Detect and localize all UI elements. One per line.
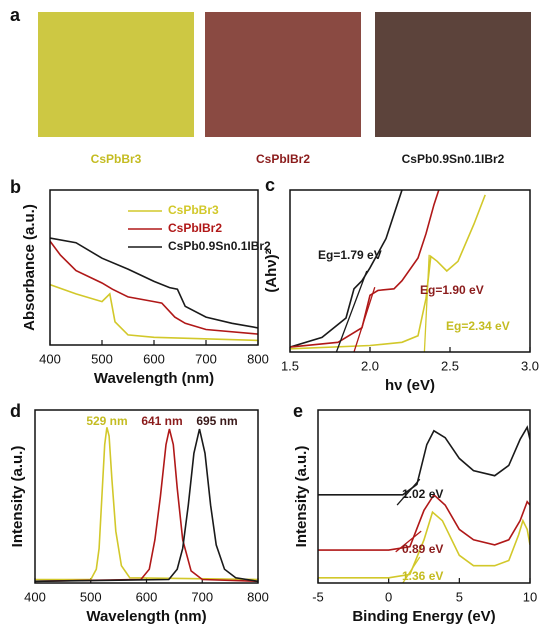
annotation: 0.89 eV <box>402 542 443 556</box>
x-tick-label: 600 <box>143 351 165 366</box>
spectrum-line <box>35 428 258 583</box>
x-tick-label: 700 <box>191 589 213 604</box>
fit-line <box>335 270 368 352</box>
x-axis-label: Wavelength (nm) <box>94 370 214 387</box>
annotation: Eg=1.90 eV <box>420 283 484 297</box>
axes-frame <box>49 189 259 346</box>
x-tick-label: 400 <box>24 589 46 604</box>
x-tick-label: 2.0 <box>361 358 379 373</box>
x-tick-label: 5 <box>456 589 463 604</box>
annotation: 1.36 eV <box>402 569 443 583</box>
x-tick-label: 10 <box>523 589 537 604</box>
spectrum-line <box>290 194 486 350</box>
x-axis-label: hν (eV) <box>385 377 435 394</box>
annotation: Eg=1.79 eV <box>318 248 382 262</box>
spectrum-line <box>35 427 258 581</box>
plot-area <box>35 427 258 583</box>
spectrum-line <box>318 425 530 496</box>
annotation: 529 nm <box>86 414 127 428</box>
photo-swatch <box>375 12 531 137</box>
panel-label: b <box>10 177 21 197</box>
panel-label: d <box>10 401 21 421</box>
panel-label: a <box>10 5 21 25</box>
x-tick-label: -5 <box>312 589 324 604</box>
annotation: 641 nm <box>141 414 182 428</box>
fit-line <box>402 556 421 583</box>
x-tick-label: 500 <box>80 589 102 604</box>
sample-label: CsPb0.9Sn0.1IBr2 <box>402 152 505 166</box>
sample-label: CsPbBr3 <box>91 152 142 166</box>
y-axis-label: Absorbance (a.u.) <box>21 204 38 331</box>
legend-label: CsPb0.9Sn0.1IBr2 <box>168 239 271 253</box>
fit-line <box>395 530 422 553</box>
plot-area <box>318 425 530 583</box>
x-tick-label: 600 <box>136 589 158 604</box>
spectrum-line <box>35 428 258 583</box>
axes-frame <box>317 409 531 584</box>
x-tick-label: 0 <box>385 589 392 604</box>
spectrum-line <box>50 240 258 335</box>
axes-frame <box>289 189 531 353</box>
fit-line <box>353 287 376 352</box>
x-tick-label: 400 <box>39 351 61 366</box>
x-tick-label: 500 <box>91 351 113 366</box>
x-tick-label: 2.5 <box>441 358 459 373</box>
annotation: Eg=2.34 eV <box>446 319 510 333</box>
spectrum-line <box>290 190 403 348</box>
annotation: 1.02 eV <box>402 487 443 501</box>
x-tick-label: 700 <box>195 351 217 366</box>
x-tick-label: 800 <box>247 351 269 366</box>
panel-label: e <box>293 401 303 421</box>
photo-swatch <box>205 12 361 137</box>
x-tick-label: 1.5 <box>281 358 299 373</box>
sample-label: CsPbIBr2 <box>256 152 310 166</box>
axes-frame <box>34 409 259 584</box>
x-tick-label: 800 <box>247 589 269 604</box>
y-axis-label: Intensity (a.u.) <box>9 446 26 548</box>
annotation: 695 nm <box>196 414 237 428</box>
spectrum-line <box>50 237 258 329</box>
legend-label: CsPbIBr2 <box>168 221 222 235</box>
panel-label: c <box>265 175 275 195</box>
plot-area <box>50 237 258 342</box>
x-tick-label: 3.0 <box>521 358 539 373</box>
y-axis-label: Intensity (a.u.) <box>293 446 310 548</box>
plot-area <box>290 190 486 352</box>
spectrum-line <box>290 190 440 348</box>
fit-line <box>423 254 430 352</box>
x-axis-label: Wavelength (nm) <box>86 608 206 625</box>
y-axis-label: (Ahν)² <box>263 249 280 292</box>
legend-label: CsPbBr3 <box>168 203 219 217</box>
spectrum-line <box>318 493 530 551</box>
photo-swatch <box>38 12 194 137</box>
fit-line <box>396 478 421 506</box>
spectrum-line <box>50 283 258 342</box>
x-axis-label: Binding Energy (eV) <box>352 608 495 625</box>
